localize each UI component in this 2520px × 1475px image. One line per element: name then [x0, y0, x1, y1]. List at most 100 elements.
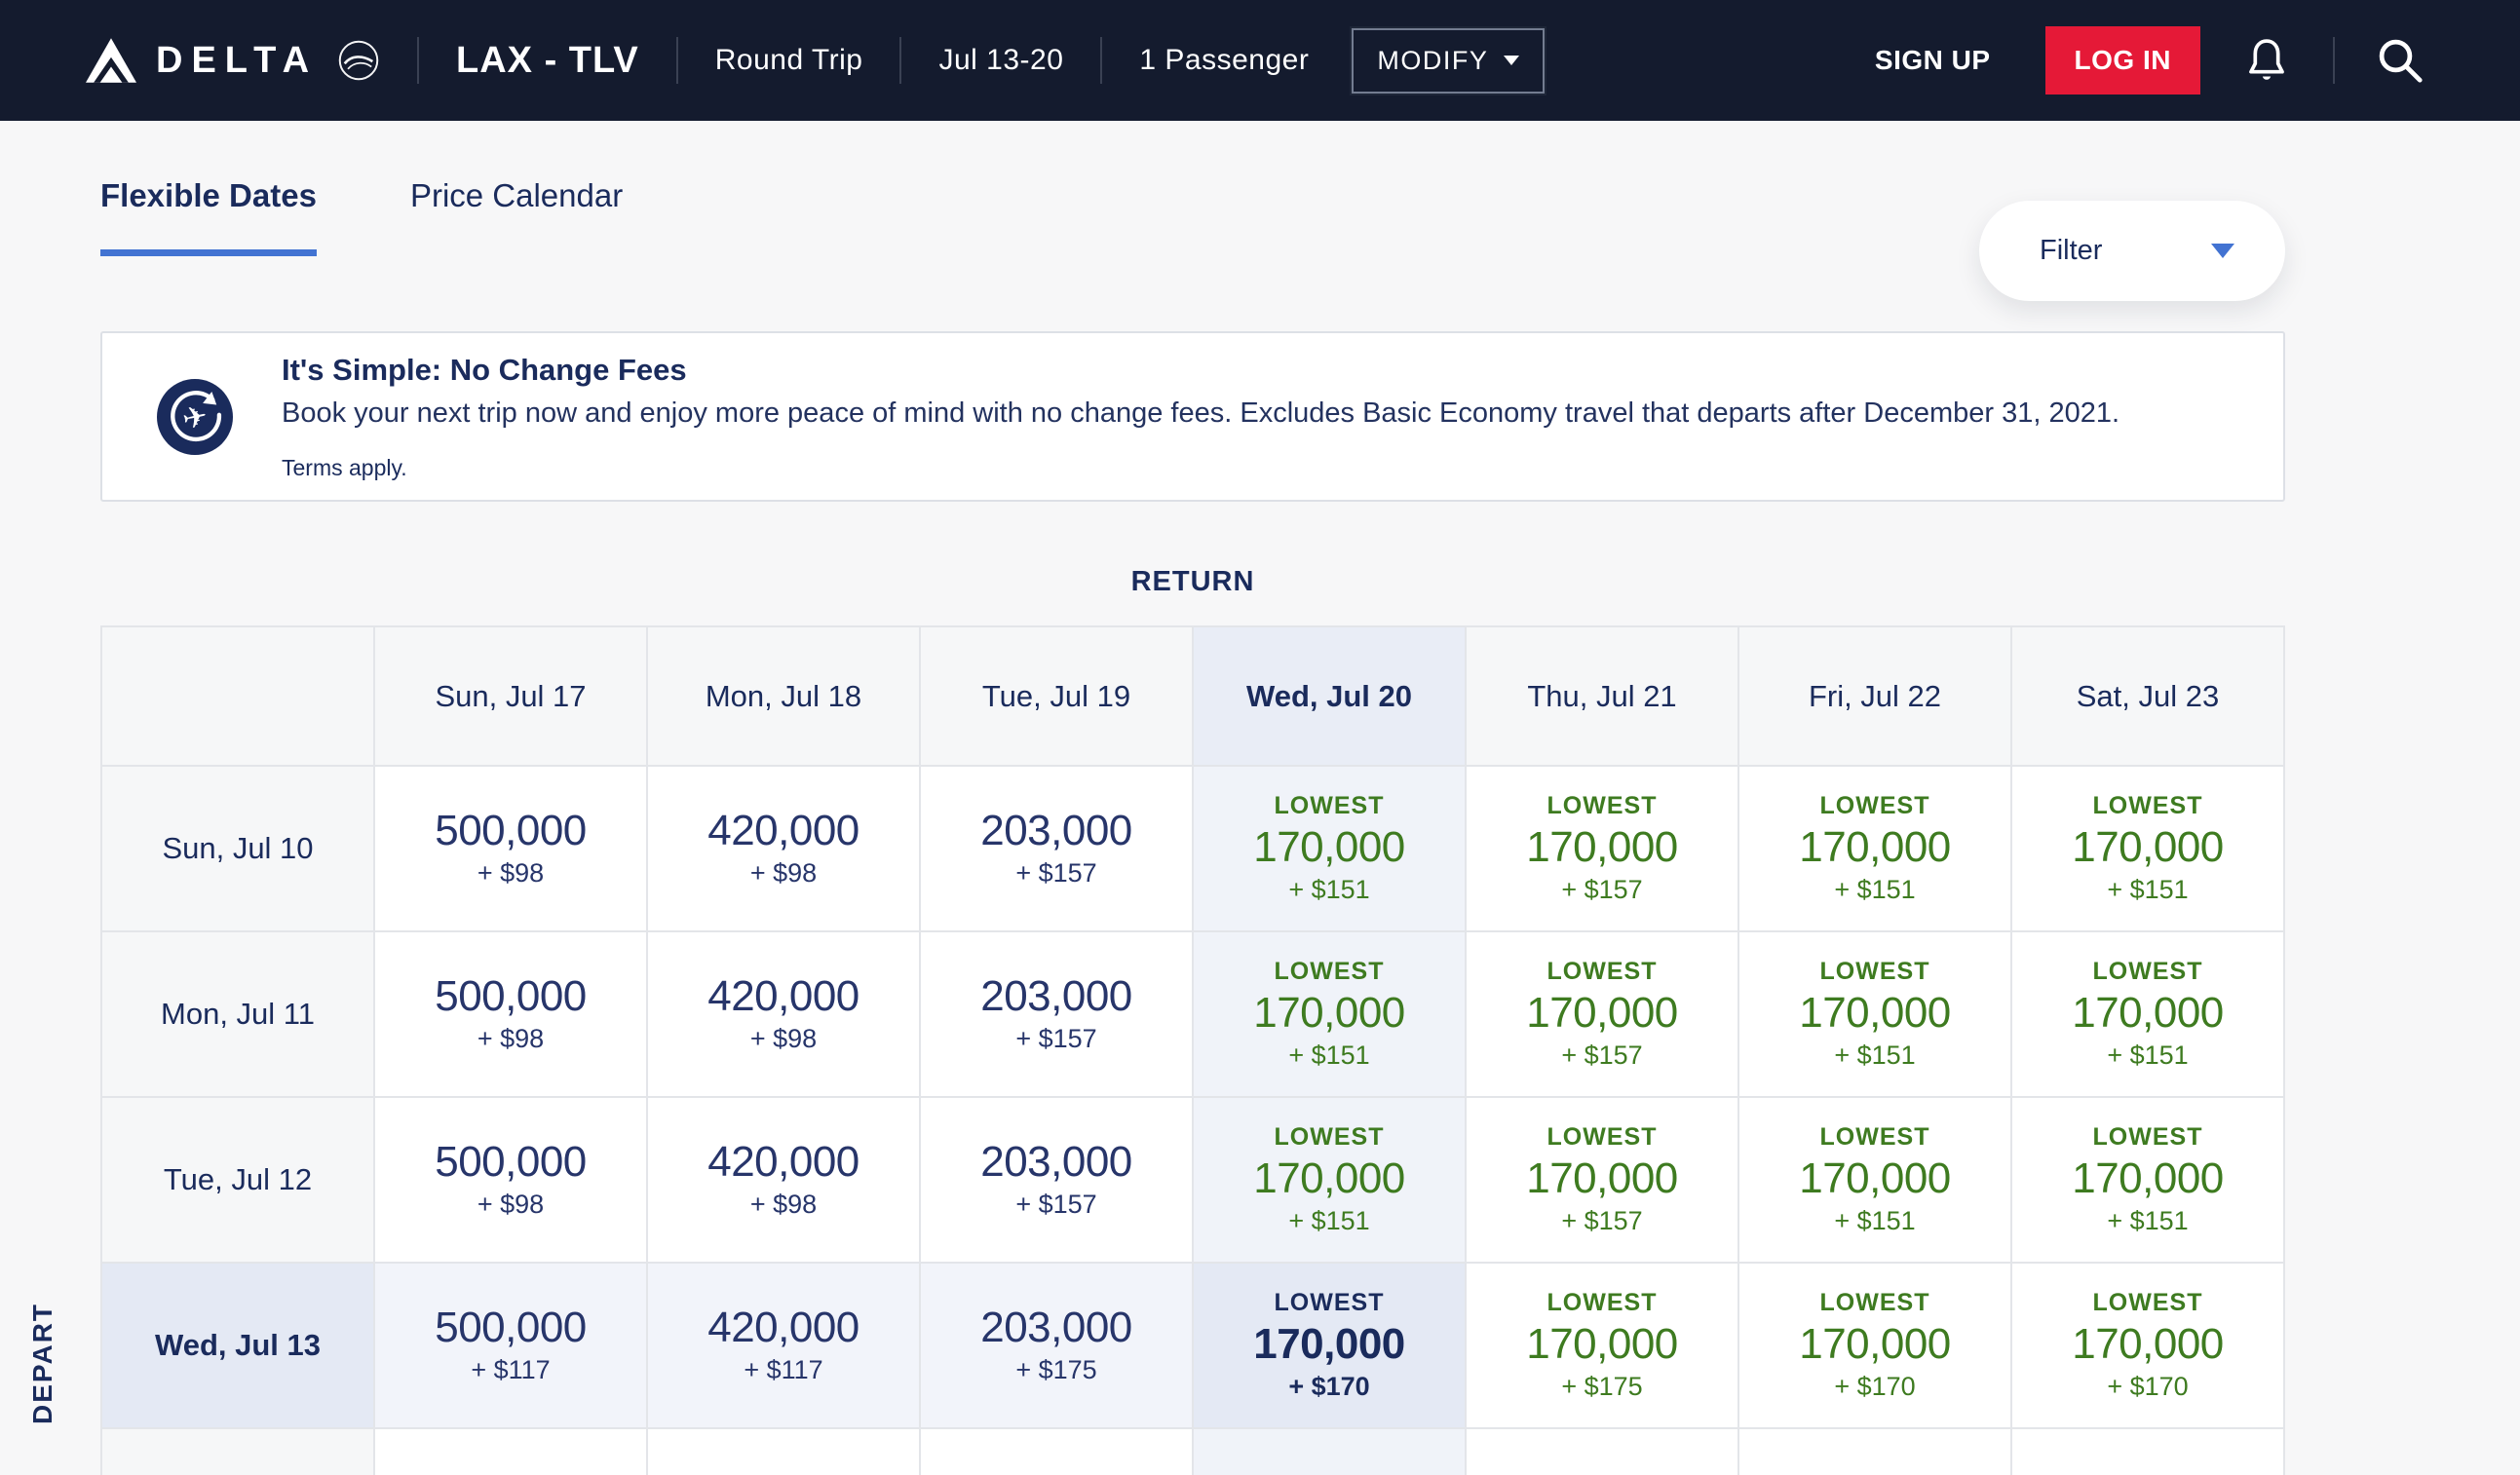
nav-divider [417, 37, 420, 84]
miles-value: 170,000 [2072, 1154, 2224, 1202]
fare-cell[interactable]: 420,000 + $98 [646, 1096, 921, 1264]
depart-date-label: Tue, Jul 12 [100, 1096, 375, 1264]
cash-value: + $98 [477, 1190, 545, 1220]
fare-cell[interactable]: LOWEST 170,000 + $157 [1465, 1096, 1739, 1264]
lowest-badge: LOWEST [1819, 1288, 1930, 1316]
modify-button[interactable]: MODIFY [1350, 25, 1547, 95]
fare-cell[interactable]: LOWEST 170,000 + $157 [1465, 930, 1739, 1098]
lowest-badge: LOWEST [1274, 791, 1385, 819]
fare-cell[interactable]: LOWEST 170,000 + $151 [1737, 930, 2012, 1098]
miles-value: 170,000 [1526, 1319, 1678, 1368]
miles-value: 203,000 [980, 806, 1132, 854]
miles-value: 203,000 [980, 1137, 1132, 1186]
cash-value: + $151 [1288, 1040, 1370, 1071]
fare-cell[interactable]: LOWEST 170,000 + $151 [1737, 765, 2012, 932]
filter-label: Filter [2040, 235, 2103, 266]
fare-cell[interactable]: LOWEST 170,000 + $157 [1465, 765, 1739, 932]
terms-apply-link[interactable]: Terms apply. [282, 454, 407, 480]
tab-flexible-dates[interactable]: Flexible Dates [100, 177, 317, 256]
log-in-button[interactable]: LOG IN [2044, 26, 2200, 95]
lowest-badge: LOWEST [2092, 1288, 2203, 1316]
lowest-badge: LOWEST [1274, 1122, 1385, 1151]
cash-value: + $170 [1834, 1372, 1916, 1402]
depart-date-label [100, 1427, 375, 1475]
miles-value: 420,000 [707, 971, 859, 1020]
cash-value: + $98 [749, 1024, 818, 1054]
skyteam-logo-icon [338, 40, 379, 81]
fare-cell[interactable] [1192, 1427, 1467, 1475]
search-icon[interactable] [2374, 34, 2426, 87]
fare-cell[interactable]: 203,000 + $157 [919, 930, 1194, 1098]
nav-divider [2333, 37, 2335, 84]
dates-summary: Jul 13-20 [938, 44, 1064, 76]
fare-cell[interactable]: LOWEST 170,000 + $170 [1737, 1262, 2012, 1429]
no-change-fees-banner: ✈ It's Simple: No Change Fees Book your … [100, 331, 2285, 502]
cash-value: + $151 [2107, 1206, 2189, 1236]
fare-cell[interactable]: LOWEST 170,000 + $170 [2010, 1262, 2285, 1429]
fare-cell[interactable]: 420,000 + $98 [646, 765, 921, 932]
miles-value: 500,000 [435, 1303, 587, 1351]
miles-value: 500,000 [435, 806, 587, 854]
fare-cell[interactable]: 420,000 + $117 [646, 1262, 921, 1429]
delta-logo[interactable]: DELTA [86, 38, 380, 83]
cash-value: + $170 [1288, 1372, 1370, 1402]
lowest-badge: LOWEST [2092, 957, 2203, 985]
lowest-badge: LOWEST [1546, 1122, 1658, 1151]
nav-divider [899, 37, 902, 84]
return-axis-label: RETURN [1130, 566, 1255, 597]
cash-value: + $157 [1015, 1190, 1097, 1220]
miles-value: 170,000 [1799, 822, 1951, 871]
fare-cell[interactable]: 500,000 + $98 [373, 930, 648, 1098]
fare-cell[interactable] [373, 1427, 648, 1475]
cash-value: + $98 [749, 858, 818, 889]
miles-value: 170,000 [1253, 1154, 1405, 1202]
cash-value: + $117 [744, 1355, 823, 1385]
fare-cell[interactable]: LOWEST 170,000 + $151 [2010, 1096, 2285, 1264]
fare-cell[interactable]: LOWEST 170,000 + $151 [1737, 1096, 2012, 1264]
fare-cell[interactable]: LOWEST 170,000 + $151 [1192, 930, 1467, 1098]
miles-value: 170,000 [1253, 988, 1405, 1037]
fare-cell[interactable] [1465, 1427, 1739, 1475]
notification-bell-icon[interactable] [2241, 35, 2292, 86]
fare-cell[interactable]: 500,000 + $117 [373, 1262, 648, 1429]
lowest-badge: LOWEST [1546, 791, 1658, 819]
fare-cell[interactable]: LOWEST 170,000 + $175 [1465, 1262, 1739, 1429]
fare-cell[interactable]: 420,000 + $98 [646, 930, 921, 1098]
miles-value: 420,000 [707, 1303, 859, 1351]
cash-value: + $98 [477, 858, 545, 889]
modify-label: MODIFY [1377, 45, 1489, 75]
fare-cell[interactable] [646, 1427, 921, 1475]
filter-dropdown[interactable]: Filter [1979, 201, 2285, 301]
lowest-badge: LOWEST [1274, 1288, 1385, 1316]
nav-divider [1100, 37, 1103, 84]
miles-value: 170,000 [1253, 1319, 1405, 1368]
fare-cell[interactable] [919, 1427, 1194, 1475]
lowest-badge: LOWEST [2092, 791, 2203, 819]
depart-date-label: Sun, Jul 10 [100, 765, 375, 932]
fare-cell[interactable]: 500,000 + $98 [373, 765, 648, 932]
return-date-header: Wed, Jul 20 [1192, 625, 1467, 767]
fare-cell[interactable]: LOWEST 170,000 + $151 [2010, 930, 2285, 1098]
cash-value: + $151 [1288, 1206, 1370, 1236]
fare-cell[interactable] [2010, 1427, 2285, 1475]
fare-cell[interactable]: LOWEST 170,000 + $170 [1192, 1262, 1467, 1429]
fare-cell[interactable] [1737, 1427, 2012, 1475]
fare-cell[interactable]: 500,000 + $98 [373, 1096, 648, 1264]
lowest-badge: LOWEST [1819, 791, 1930, 819]
fare-cell[interactable]: LOWEST 170,000 + $151 [1192, 765, 1467, 932]
lowest-badge: LOWEST [1274, 957, 1385, 985]
fare-cell[interactable]: 203,000 + $175 [919, 1262, 1194, 1429]
fare-cell[interactable]: LOWEST 170,000 + $151 [1192, 1096, 1467, 1264]
cash-value: + $98 [477, 1024, 545, 1054]
fare-cell[interactable]: 203,000 + $157 [919, 1096, 1194, 1264]
banner-title: It's Simple: No Change Fees [282, 352, 687, 387]
return-date-header: Mon, Jul 18 [646, 625, 921, 767]
route-summary: LAX - TLV [456, 39, 639, 81]
depart-date-label: Mon, Jul 11 [100, 930, 375, 1098]
fare-cell[interactable]: LOWEST 170,000 + $151 [2010, 765, 2285, 932]
matrix-corner-cell [100, 625, 375, 767]
sign-up-link[interactable]: SIGN UP [1874, 45, 1991, 75]
tab-price-calendar[interactable]: Price Calendar [409, 177, 624, 213]
fare-cell[interactable]: 203,000 + $157 [919, 765, 1194, 932]
return-date-header: Fri, Jul 22 [1737, 625, 2012, 767]
